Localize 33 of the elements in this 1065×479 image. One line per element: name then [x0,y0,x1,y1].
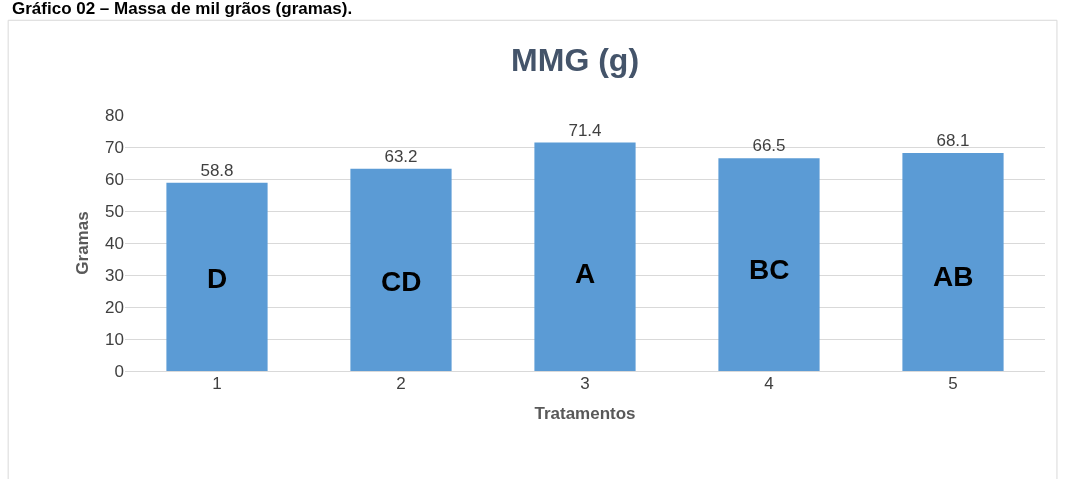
bar [718,158,820,371]
annotation: CD [381,266,422,297]
y-tick-label: 70 [105,137,124,157]
x-tick-label: 5 [948,374,958,393]
annotation: BC [749,254,790,285]
bar [166,182,268,371]
data-label: 71.4 [568,120,602,140]
y-tick-label: 10 [105,329,124,349]
y-tick-label: 50 [105,201,124,221]
y-tick-label: 20 [105,297,124,317]
text: Gráfico 02 – Massa de mil grãos (gramas). [12,0,353,18]
bar [902,153,1004,371]
y-axis-title: Gramas [72,211,92,275]
annotation: D [207,263,228,294]
x-tick-label: 2 [396,374,406,393]
y-tick-label: 80 [105,105,124,125]
data-label: 63.2 [384,146,418,166]
y-tick-label: 30 [105,265,124,285]
x-axis-title: Tratamentos [534,404,636,424]
bar [534,142,636,371]
y-tick-label: 60 [105,169,124,189]
x-tick-label: 4 [764,374,774,393]
annotation: AB [933,261,974,292]
y-tick-label: 0 [114,361,124,381]
data-label: 66.5 [752,136,786,156]
y-tick-label: 40 [105,233,124,253]
x-tick-label: 3 [580,374,590,393]
data-label: 68.1 [936,131,970,151]
x-tick-label: 1 [212,374,222,393]
annotation: A [575,258,596,289]
chart-title: MMG (g) [511,42,640,79]
bar [350,168,452,371]
data-label: 58.8 [200,160,234,180]
